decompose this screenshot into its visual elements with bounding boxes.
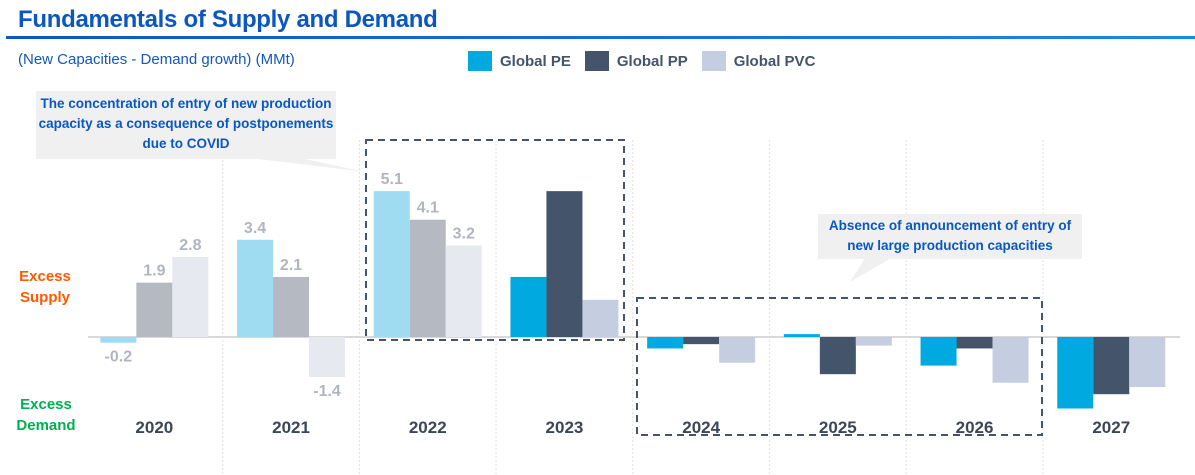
legend: Global PE Global PP Global PVC [468, 51, 815, 71]
legend-item-pvc: Global PVC [701, 51, 816, 71]
bar-2023-global-pp [546, 191, 583, 337]
bar-2026-global-pvc [992, 337, 1029, 383]
bar-2020-global-pp [136, 282, 173, 337]
bar-2024-global-pvc [719, 337, 756, 363]
legend-swatch [468, 51, 492, 71]
legend-swatch [584, 51, 609, 71]
category-label-2020: 2020 [135, 418, 173, 437]
data-label: 2.8 [179, 237, 201, 254]
bar-2023-global-pvc [582, 299, 619, 337]
bar-2024-global-pe [647, 337, 684, 349]
callout-pointer [250, 158, 366, 172]
title-underline [6, 36, 1195, 39]
bar-2020-global-pvc [172, 256, 209, 337]
legend-item-pe: Global PE [468, 51, 571, 71]
data-label: 2.1 [280, 257, 302, 274]
legend-label: Global PP [616, 52, 688, 70]
category-label-2027: 2027 [1092, 418, 1130, 437]
category-label-2024: 2024 [682, 418, 720, 437]
category-label-2023: 2023 [546, 418, 584, 437]
bar-2025-global-pp [819, 337, 856, 375]
legend-swatch [701, 51, 726, 71]
bar-2022-global-pe [373, 191, 410, 337]
bar-2020-global-pe [100, 337, 137, 343]
callout-covid: The concentration of entry of new produc… [36, 91, 336, 159]
bar-2027-global-pe [1057, 337, 1094, 409]
chart-subtitle: (New Capacities - Demand growth) (MMt) [18, 51, 295, 68]
category-label-2022: 2022 [409, 418, 447, 437]
data-label: 1.9 [143, 263, 165, 280]
page-title: Fundamentals of Supply and Demand [18, 6, 438, 33]
bar-2023-global-pe [510, 276, 547, 337]
bar-2021-global-pe [237, 239, 274, 337]
bar-2025-global-pvc [855, 337, 892, 346]
excess-supply-label: Excess Supply [19, 268, 71, 306]
data-label: -0.2 [105, 349, 133, 366]
category-label-2025: 2025 [819, 418, 857, 437]
category-label-2021: 2021 [272, 418, 310, 437]
bar-2022-global-pp [409, 219, 446, 337]
category-label-2026: 2026 [956, 418, 994, 437]
data-label: -1.4 [313, 383, 341, 400]
bar-2027-global-pp [1093, 337, 1130, 395]
bar-2021-global-pvc [309, 337, 346, 378]
legend-label: Global PE [500, 52, 571, 70]
excess-demand-label: Excess Demand [16, 396, 76, 434]
legend-label: Global PVC [733, 52, 816, 70]
bar-2024-global-pp [683, 337, 720, 345]
data-label: 4.1 [417, 200, 439, 217]
data-label: 3.4 [244, 220, 266, 237]
bar-2026-global-pe [920, 337, 957, 366]
legend-item-pp: Global PP [584, 51, 688, 71]
callout-absence: Absence of announcement of entry of new … [818, 214, 1082, 259]
bar-2021-global-pp [273, 276, 310, 337]
data-label: 3.2 [453, 225, 475, 242]
bar-2026-global-pp [956, 337, 993, 349]
data-label: 5.1 [381, 171, 403, 188]
bar-2025-global-pe [783, 334, 820, 337]
bar-2022-global-pvc [445, 245, 482, 337]
highlight-box-2022-2023 [365, 139, 625, 341]
highlight-box-2024-2026 [636, 297, 1043, 436]
bar-2027-global-pvc [1129, 337, 1166, 388]
